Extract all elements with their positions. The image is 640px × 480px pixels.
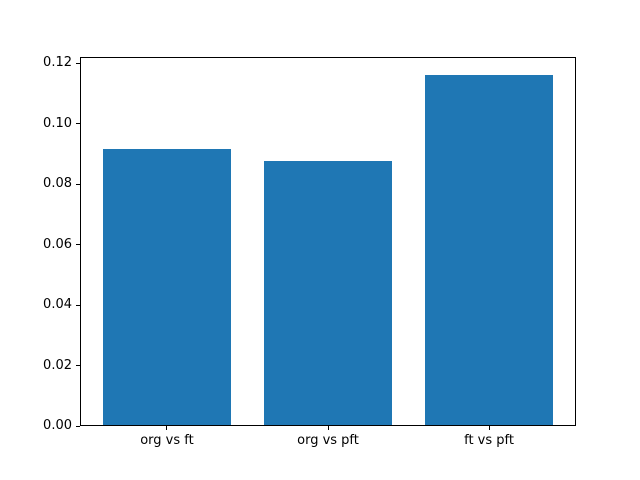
y-tick-mark xyxy=(76,304,80,306)
y-tick-label: 0.06 xyxy=(43,236,72,252)
y-tick-mark xyxy=(76,244,80,246)
x-tick-label: org vs pft xyxy=(297,433,359,448)
x-tick-mark xyxy=(488,426,490,430)
y-tick-label: 0.00 xyxy=(43,418,72,433)
y-tick-label: 0.04 xyxy=(43,297,72,313)
y-tick-label: 0.12 xyxy=(43,55,72,71)
x-tick-label: ft vs pft xyxy=(464,433,514,448)
y-tick-label: 0.10 xyxy=(43,115,72,131)
y-tick-mark xyxy=(76,123,80,125)
bar-org-vs-pft xyxy=(263,160,393,426)
y-tick-mark xyxy=(76,365,80,367)
y-tick-mark xyxy=(76,62,80,64)
bar-org-vs-ft xyxy=(102,149,232,426)
y-tick-mark xyxy=(76,183,80,185)
x-tick-label: org vs ft xyxy=(140,433,194,448)
y-tick-label: 0.02 xyxy=(43,357,72,373)
x-tick-mark xyxy=(327,426,329,430)
y-tick-label: 0.08 xyxy=(43,176,72,192)
y-tick-mark xyxy=(76,425,80,427)
bar-ft-vs-pft xyxy=(424,74,554,426)
x-tick-mark xyxy=(166,426,168,430)
